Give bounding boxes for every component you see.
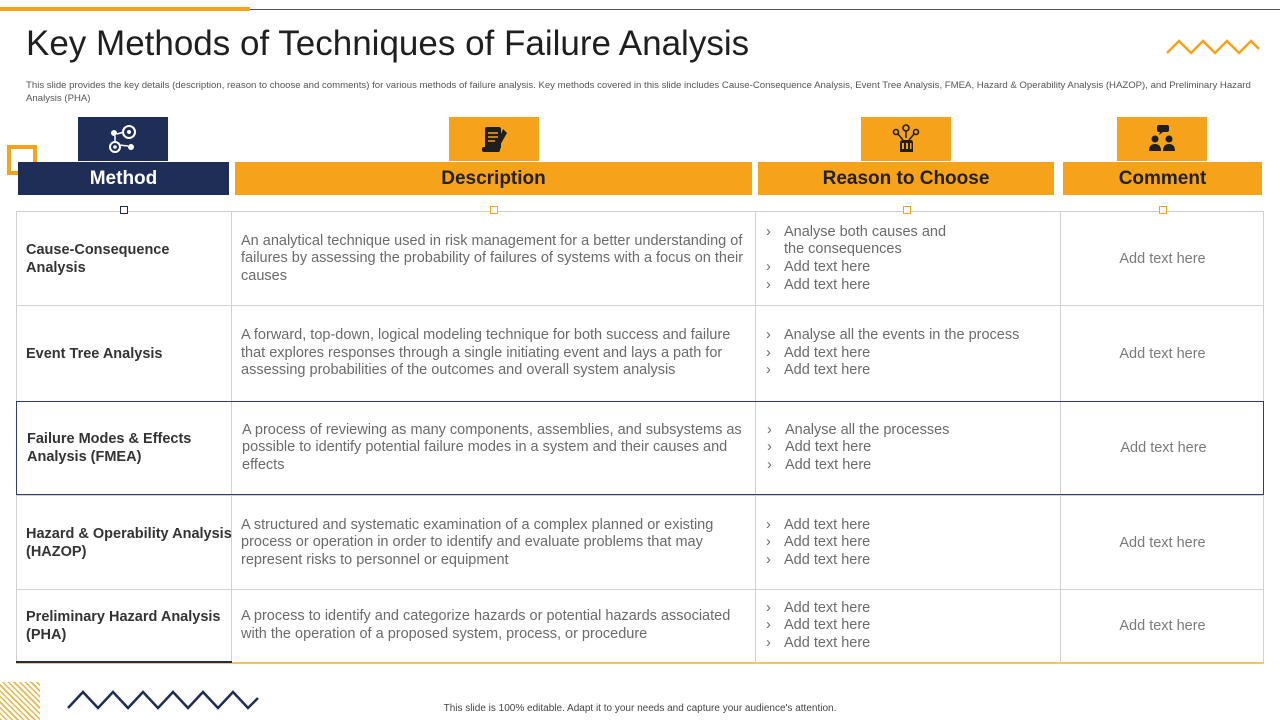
page-subtitle: This slide provides the key details (des… [26,80,1251,104]
description-cell: An analytical technique used in risk man… [241,232,744,284]
reason-item: Add text here [764,259,964,277]
reason-item: Add text here [764,534,870,552]
column-divider [1060,211,1061,662]
hatch-decoration [0,682,40,720]
column-divider [755,211,756,662]
reason-cell: Add text here Add text here Add text her… [756,496,1061,590]
reason-item: Add text here [764,277,964,295]
top-accent-bar [0,7,250,11]
reason-item: Add text here [764,345,1019,363]
description-cell: A forward, top-down, logical modeling te… [241,327,731,379]
column-marker [1159,206,1167,214]
column-marker [903,206,911,214]
table-row: Hazard & Operability Analysis (HAZOP) A … [16,495,1264,590]
table-row: Preliminary Hazard Analysis (PHA) A proc… [16,589,1264,664]
comment-cell: Add text here [1119,251,1206,267]
reason-item: Add text here [764,600,870,618]
header-description: Description [235,162,752,195]
method-cell: Preliminary Hazard Analysis (PHA) [26,609,221,643]
method-cell: Failure Modes & Effects Analysis (FMEA) [27,431,192,465]
document-pen-icon [449,117,539,161]
top-rule [0,9,1280,10]
description-cell: A process to identify and categorize haz… [241,608,731,642]
page-title: Key Methods of Techniques of Failure Ana… [26,24,750,63]
reason-item: Add text here [765,457,949,475]
reason-cell: Add text here Add text here Add text her… [756,590,1061,662]
reason-item: Analyse both causes and the consequences [764,224,964,259]
column-marker [490,206,498,214]
header-method: Method [18,162,229,195]
method-cell: Cause-Consequence Analysis [26,242,170,276]
column-marker [120,206,128,214]
table-bottom-accent [16,661,232,663]
table-row-highlighted: Failure Modes & Effects Analysis (FMEA) … [16,401,1264,495]
reason-item: Add text here [764,552,870,570]
description-cell: A process of reviewing as many component… [242,421,742,473]
reason-item: Add text here [764,362,1019,380]
comment-cell: Add text here [1119,535,1206,551]
zigzag-decoration-icon [1166,39,1260,55]
header-comment: Comment [1063,162,1262,195]
gears-network-icon [78,117,168,161]
reason-cell: Analyse all the events in the process Ad… [756,306,1061,401]
table-row: Cause-Consequence Analysis An analytical… [16,211,1264,306]
footer-note: This slide is 100% editable. Adapt it to… [443,703,837,714]
header-reason: Reason to Choose [758,162,1054,195]
comment-cell: Add text here [1120,440,1207,456]
comment-cell: Add text here [1119,345,1206,362]
reason-item: Add text here [764,635,870,653]
reason-item: Add text here [764,617,870,635]
reason-item: Add text here [764,517,870,535]
column-divider [231,211,232,662]
zigzag-decoration-icon [67,690,259,710]
methods-table: Cause-Consequence Analysis An analytical… [16,211,1264,664]
description-cell: A structured and systematic examination … [241,516,714,568]
reason-item: Analyse all the processes [765,422,949,440]
comment-cell: Add text here [1119,618,1206,634]
reason-item: Add text here [765,439,949,457]
reason-cell: Analyse all the processes Add text here … [757,402,1062,494]
reason-item: Analyse all the events in the process [764,327,1019,345]
method-cell: Event Tree Analysis [26,345,163,362]
table-row: Event Tree Analysis A forward, top-down,… [16,305,1264,401]
people-chat-icon [1117,117,1207,161]
reason-cell: Analyse both causes and the consequences… [756,212,1061,306]
hand-network-icon [861,117,951,161]
method-cell: Hazard & Operability Analysis (HAZOP) [26,526,232,560]
